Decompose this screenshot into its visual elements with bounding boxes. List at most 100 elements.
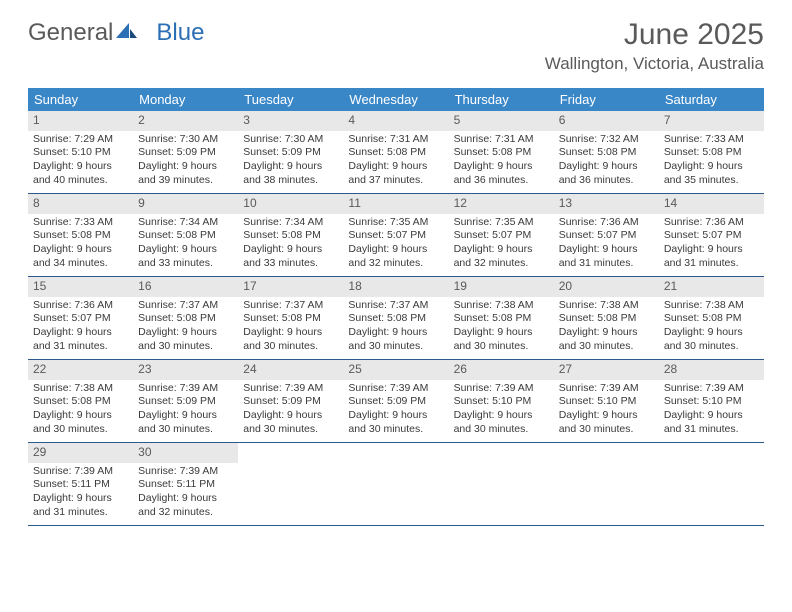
week-row: 1Sunrise: 7:29 AMSunset: 5:10 PMDaylight… [28,111,764,194]
sunset-text: Sunset: 5:10 PM [664,395,759,409]
day-cell: 1Sunrise: 7:29 AMSunset: 5:10 PMDaylight… [28,111,133,193]
sunset-text: Sunset: 5:08 PM [348,312,443,326]
day-body: Sunrise: 7:30 AMSunset: 5:09 PMDaylight:… [133,133,238,192]
day-cell: 16Sunrise: 7:37 AMSunset: 5:08 PMDayligh… [133,277,238,359]
day-body: Sunrise: 7:29 AMSunset: 5:10 PMDaylight:… [28,133,133,192]
sunset-text: Sunset: 5:08 PM [138,312,233,326]
daylight-line1: Daylight: 9 hours [664,326,759,340]
sunset-text: Sunset: 5:09 PM [243,395,338,409]
sunset-text: Sunset: 5:08 PM [243,312,338,326]
daylight-line2: and 30 minutes. [138,340,233,354]
day-body: Sunrise: 7:34 AMSunset: 5:08 PMDaylight:… [238,216,343,275]
daylight-line1: Daylight: 9 hours [348,326,443,340]
sunrise-text: Sunrise: 7:32 AM [559,133,654,147]
day-body: Sunrise: 7:38 AMSunset: 5:08 PMDaylight:… [554,299,659,358]
day-body: Sunrise: 7:37 AMSunset: 5:08 PMDaylight:… [343,299,448,358]
day-cell: 12Sunrise: 7:35 AMSunset: 5:07 PMDayligh… [449,194,554,276]
daylight-line2: and 31 minutes. [33,340,128,354]
day-number: 21 [659,277,764,297]
day-number: 10 [238,194,343,214]
daylight-line1: Daylight: 9 hours [348,243,443,257]
daylight-line1: Daylight: 9 hours [348,160,443,174]
day-number: 4 [343,111,448,131]
daylight-line1: Daylight: 9 hours [559,409,654,423]
sunset-text: Sunset: 5:07 PM [33,312,128,326]
day-body: Sunrise: 7:39 AMSunset: 5:09 PMDaylight:… [238,382,343,441]
day-body: Sunrise: 7:39 AMSunset: 5:10 PMDaylight:… [554,382,659,441]
sunset-text: Sunset: 5:10 PM [559,395,654,409]
sunset-text: Sunset: 5:07 PM [664,229,759,243]
sunset-text: Sunset: 5:08 PM [33,395,128,409]
daylight-line2: and 30 minutes. [348,340,443,354]
weekday-header-row: SundayMondayTuesdayWednesdayThursdayFrid… [28,88,764,111]
day-number: 19 [449,277,554,297]
day-cell: 17Sunrise: 7:37 AMSunset: 5:08 PMDayligh… [238,277,343,359]
sunset-text: Sunset: 5:08 PM [454,146,549,160]
day-cell: 29Sunrise: 7:39 AMSunset: 5:11 PMDayligh… [28,443,133,525]
day-cell: 14Sunrise: 7:36 AMSunset: 5:07 PMDayligh… [659,194,764,276]
daylight-line2: and 30 minutes. [454,340,549,354]
sunrise-text: Sunrise: 7:38 AM [33,382,128,396]
sunrise-text: Sunrise: 7:39 AM [559,382,654,396]
sunset-text: Sunset: 5:08 PM [454,312,549,326]
weekday-header: Sunday [28,88,133,111]
day-body: Sunrise: 7:39 AMSunset: 5:11 PMDaylight:… [28,465,133,524]
day-cell: 30Sunrise: 7:39 AMSunset: 5:11 PMDayligh… [133,443,238,525]
day-body: Sunrise: 7:36 AMSunset: 5:07 PMDaylight:… [554,216,659,275]
daylight-line1: Daylight: 9 hours [138,492,233,506]
day-cell: 9Sunrise: 7:34 AMSunset: 5:08 PMDaylight… [133,194,238,276]
sunrise-text: Sunrise: 7:38 AM [559,299,654,313]
week-row: 8Sunrise: 7:33 AMSunset: 5:08 PMDaylight… [28,194,764,277]
logo: General Blue [28,18,204,48]
day-number: 27 [554,360,659,380]
day-number: 11 [343,194,448,214]
day-number: 1 [28,111,133,131]
week-row: 22Sunrise: 7:38 AMSunset: 5:08 PMDayligh… [28,360,764,443]
sunrise-text: Sunrise: 7:33 AM [664,133,759,147]
empty-day [238,443,343,525]
sunrise-text: Sunrise: 7:31 AM [348,133,443,147]
day-number: 9 [133,194,238,214]
daylight-line1: Daylight: 9 hours [454,160,549,174]
location: Wallington, Victoria, Australia [545,54,764,74]
sunrise-text: Sunrise: 7:29 AM [33,133,128,147]
sunset-text: Sunset: 5:08 PM [559,146,654,160]
day-cell: 4Sunrise: 7:31 AMSunset: 5:08 PMDaylight… [343,111,448,193]
day-body: Sunrise: 7:36 AMSunset: 5:07 PMDaylight:… [28,299,133,358]
day-body: Sunrise: 7:36 AMSunset: 5:07 PMDaylight:… [659,216,764,275]
title-block: June 2025 Wallington, Victoria, Australi… [545,18,764,74]
day-number: 2 [133,111,238,131]
day-body: Sunrise: 7:35 AMSunset: 5:07 PMDaylight:… [449,216,554,275]
day-number: 7 [659,111,764,131]
sunrise-text: Sunrise: 7:39 AM [138,382,233,396]
sunrise-text: Sunrise: 7:35 AM [454,216,549,230]
day-cell: 26Sunrise: 7:39 AMSunset: 5:10 PMDayligh… [449,360,554,442]
sunrise-text: Sunrise: 7:36 AM [664,216,759,230]
day-body: Sunrise: 7:38 AMSunset: 5:08 PMDaylight:… [659,299,764,358]
sunset-text: Sunset: 5:08 PM [664,146,759,160]
day-number: 24 [238,360,343,380]
day-body: Sunrise: 7:39 AMSunset: 5:09 PMDaylight:… [133,382,238,441]
sunset-text: Sunset: 5:11 PM [33,478,128,492]
daylight-line1: Daylight: 9 hours [33,243,128,257]
day-body: Sunrise: 7:31 AMSunset: 5:08 PMDaylight:… [343,133,448,192]
sunrise-text: Sunrise: 7:36 AM [33,299,128,313]
daylight-line1: Daylight: 9 hours [664,243,759,257]
day-number: 6 [554,111,659,131]
daylight-line1: Daylight: 9 hours [454,409,549,423]
daylight-line1: Daylight: 9 hours [664,409,759,423]
day-cell: 7Sunrise: 7:33 AMSunset: 5:08 PMDaylight… [659,111,764,193]
logo-text-gray: General [28,19,113,47]
weekday-header: Wednesday [343,88,448,111]
day-body: Sunrise: 7:34 AMSunset: 5:08 PMDaylight:… [133,216,238,275]
daylight-line1: Daylight: 9 hours [454,243,549,257]
daylight-line1: Daylight: 9 hours [138,326,233,340]
weeks-container: 1Sunrise: 7:29 AMSunset: 5:10 PMDaylight… [28,111,764,526]
day-body: Sunrise: 7:32 AMSunset: 5:08 PMDaylight:… [554,133,659,192]
day-number: 16 [133,277,238,297]
day-cell: 8Sunrise: 7:33 AMSunset: 5:08 PMDaylight… [28,194,133,276]
day-cell: 23Sunrise: 7:39 AMSunset: 5:09 PMDayligh… [133,360,238,442]
day-number: 26 [449,360,554,380]
day-body: Sunrise: 7:39 AMSunset: 5:10 PMDaylight:… [449,382,554,441]
sunset-text: Sunset: 5:08 PM [243,229,338,243]
